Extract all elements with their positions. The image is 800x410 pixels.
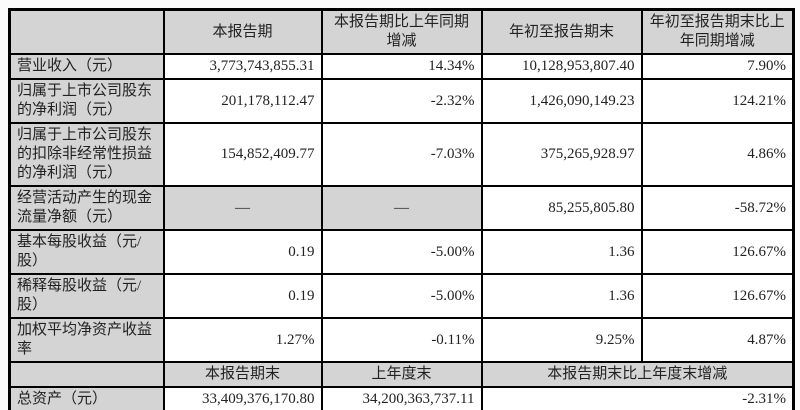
table-row-diluted-eps: 稀释每股收益（元/股） 0.19 -5.00% 1.36 126.67% — [8, 273, 795, 319]
column-header-end-of-prior-year: 上年度末 — [320, 361, 483, 388]
metric-value: 1.36 — [480, 273, 643, 319]
metric-value: -0.11% — [320, 317, 483, 363]
metric-value: 9.25% — [480, 317, 643, 363]
metric-label: 加权平均净资产收益率 — [8, 317, 165, 363]
metric-label: 稀释每股收益（元/股） — [8, 273, 165, 319]
metric-value: 375,265,928.97 — [480, 122, 643, 187]
metric-label: 归属于上市公司股东的扣除非经常性损益的净利润（元） — [8, 122, 165, 187]
metric-value: 33,409,376,170.80 — [162, 386, 323, 410]
metric-value: -2.32% — [320, 78, 483, 124]
metric-value: 0.19 — [162, 273, 323, 319]
financial-summary-table: 本报告期 本报告期比上年同期增减 年初至报告期末 年初至报告期末比上年同期增减 … — [8, 8, 795, 410]
table-row-operating-revenue: 营业收入（元） 3,773,743,855.31 14.34% 10,128,9… — [8, 53, 795, 80]
table-header-row-period-end: 本报告期末 上年度末 本报告期末比上年度末增减 — [8, 361, 795, 388]
metric-value: -2.31% — [480, 386, 795, 410]
metric-value-empty: — — [162, 185, 323, 231]
table-row-total-assets: 总资产（元） 33,409,376,170.80 34,200,363,737.… — [8, 386, 795, 410]
metric-value: 10,128,953,807.40 — [480, 53, 643, 80]
metric-value: 124.21% — [640, 78, 795, 124]
column-header-current-period-yoy-change: 本报告期比上年同期增减 — [320, 8, 483, 55]
metric-value: 1,426,090,149.23 — [480, 78, 643, 124]
corner-cell — [8, 361, 165, 388]
corner-cell — [8, 8, 165, 55]
column-header-period-end-vs-prior-year-change: 本报告期末比上年度末增减 — [480, 361, 795, 388]
metric-value: 4.87% — [640, 317, 795, 363]
metric-value: 4.86% — [640, 122, 795, 187]
metric-value: 7.90% — [640, 53, 795, 80]
metric-value: 1.27% — [162, 317, 323, 363]
metric-label: 总资产（元） — [8, 386, 165, 410]
metric-value: 201,178,112.47 — [162, 78, 323, 124]
metric-label: 营业收入（元） — [8, 53, 165, 80]
metric-value: 1.36 — [480, 229, 643, 275]
table-row-net-profit-excl-nonrecurring: 归属于上市公司股东的扣除非经常性损益的净利润（元） 154,852,409.77… — [8, 122, 795, 187]
metric-value: 126.67% — [640, 273, 795, 319]
metric-value: 126.67% — [640, 229, 795, 275]
metric-label: 归属于上市公司股东的净利润（元） — [8, 78, 165, 124]
table-row-weighted-avg-roe: 加权平均净资产收益率 1.27% -0.11% 9.25% 4.87% — [8, 317, 795, 363]
table-header-row-period: 本报告期 本报告期比上年同期增减 年初至报告期末 年初至报告期末比上年同期增减 — [8, 8, 795, 55]
table-row-operating-cash-flow: 经营活动产生的现金流量净额（元） — — 85,255,805.80 -58.7… — [8, 185, 795, 231]
metric-value: -5.00% — [320, 273, 483, 319]
column-header-end-of-period: 本报告期末 — [162, 361, 323, 388]
metric-value: -5.00% — [320, 229, 483, 275]
table-row-basic-eps: 基本每股收益（元/股） 0.19 -5.00% 1.36 126.67% — [8, 229, 795, 275]
metric-label: 经营活动产生的现金流量净额（元） — [8, 185, 165, 231]
column-header-current-period: 本报告期 — [162, 8, 323, 55]
metric-label: 基本每股收益（元/股） — [8, 229, 165, 275]
metric-value: 85,255,805.80 — [480, 185, 643, 231]
table-row-net-profit: 归属于上市公司股东的净利润（元） 201,178,112.47 -2.32% 1… — [8, 78, 795, 124]
column-header-ytd-yoy-change: 年初至报告期末比上年同期增减 — [640, 8, 795, 55]
metric-value: 154,852,409.77 — [162, 122, 323, 187]
metric-value: 34,200,363,737.11 — [320, 386, 483, 410]
metric-value: -7.03% — [320, 122, 483, 187]
metric-value: 0.19 — [162, 229, 323, 275]
metric-value: 14.34% — [320, 53, 483, 80]
column-header-ytd: 年初至报告期末 — [480, 8, 643, 55]
metric-value: -58.72% — [640, 185, 795, 231]
metric-value: 3,773,743,855.31 — [162, 53, 323, 80]
metric-value-empty: — — [320, 185, 483, 231]
